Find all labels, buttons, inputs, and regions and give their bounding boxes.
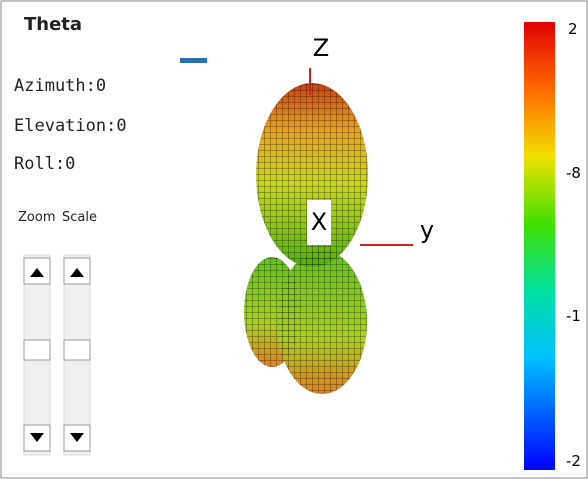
- indicator: [180, 58, 207, 63]
- scale-label: Scale: [62, 210, 97, 225]
- x-label: X: [311, 208, 327, 236]
- x-label-bg: [307, 200, 331, 245]
- title: Theta: [24, 14, 83, 35]
- zoom-label: Zoom: [18, 210, 56, 225]
- colorbar-label: -8: [566, 164, 581, 182]
- zoom-scrollbar[interactable]: [23, 254, 51, 456]
- radiation-pattern: [244, 83, 368, 394]
- colorbar-label: -2: [566, 452, 581, 470]
- scale-scrollbar[interactable]: [63, 254, 91, 456]
- azimuth: Azimuth:0: [14, 76, 107, 96]
- z-label: Z: [313, 34, 329, 62]
- colorbar-label: -1: [566, 307, 581, 325]
- roll: Roll:0: [14, 154, 76, 174]
- elevation: Elevation:0: [14, 116, 127, 136]
- colorbar: [524, 22, 555, 470]
- y-label: y: [420, 216, 434, 244]
- colorbar-label: 2: [568, 20, 578, 38]
